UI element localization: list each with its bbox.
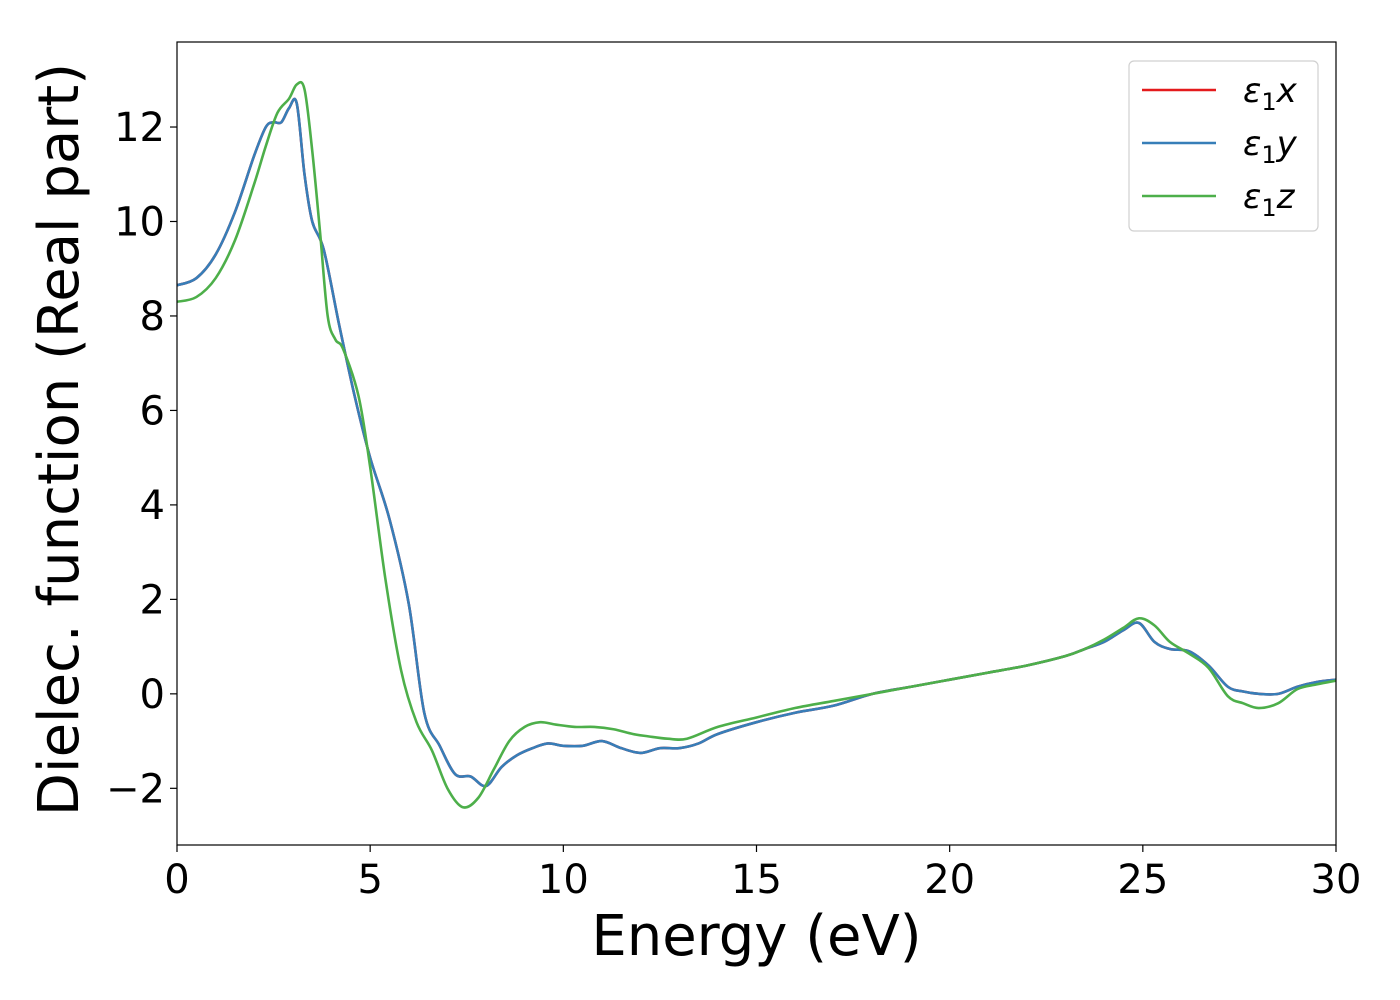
x-tick-label: 5	[357, 857, 382, 903]
legend-label-1: ε1x	[1243, 71, 1298, 116]
x-tick-label: 15	[731, 857, 782, 903]
legend-label-3: ε1z	[1243, 177, 1296, 222]
y-axis-title: Dielec. function (Real part)	[27, 63, 92, 816]
y-tick-label: 8	[140, 294, 165, 340]
y-tick-label: 12	[114, 105, 165, 151]
y-tick-label: 0	[140, 672, 165, 718]
series-line-2	[177, 97, 1336, 788]
x-tick-label: 10	[538, 857, 589, 903]
y-tick-label: 6	[140, 388, 165, 434]
plot-area	[177, 80, 1336, 809]
y-tick-label: 2	[140, 577, 165, 623]
x-tick-label: 30	[1311, 857, 1362, 903]
legend-label-2: ε1y	[1243, 124, 1298, 169]
y-tick-label: −2	[106, 766, 165, 812]
x-tick-label: 25	[1117, 857, 1168, 903]
x-tick-label: 0	[164, 857, 189, 903]
series-line-3	[177, 80, 1336, 809]
x-axis: 0 5 10 15 20 25 30	[164, 845, 1361, 903]
legend-box	[1128, 60, 1319, 232]
legend: ε1x ε1y ε1z	[1128, 60, 1319, 232]
y-tick-label: 10	[114, 199, 165, 245]
x-tick-label: 20	[924, 857, 975, 903]
x-axis-title: Energy (eV)	[591, 904, 921, 969]
y-axis: −2 0 2 4 6 8 10 12	[106, 105, 177, 812]
y-tick-label: 4	[140, 483, 165, 529]
